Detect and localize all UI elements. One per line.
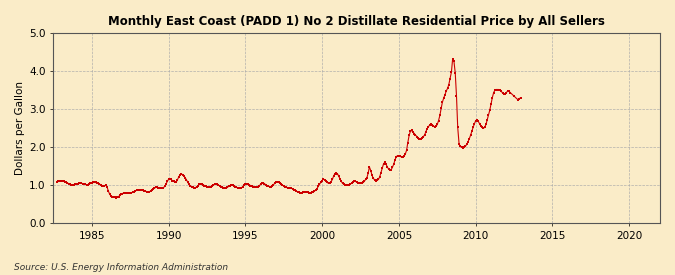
Text: Source: U.S. Energy Information Administration: Source: U.S. Energy Information Administ…	[14, 263, 227, 272]
Title: Monthly East Coast (PADD 1) No 2 Distillate Residential Price by All Sellers: Monthly East Coast (PADD 1) No 2 Distill…	[108, 15, 605, 28]
Y-axis label: Dollars per Gallon: Dollars per Gallon	[15, 81, 25, 175]
